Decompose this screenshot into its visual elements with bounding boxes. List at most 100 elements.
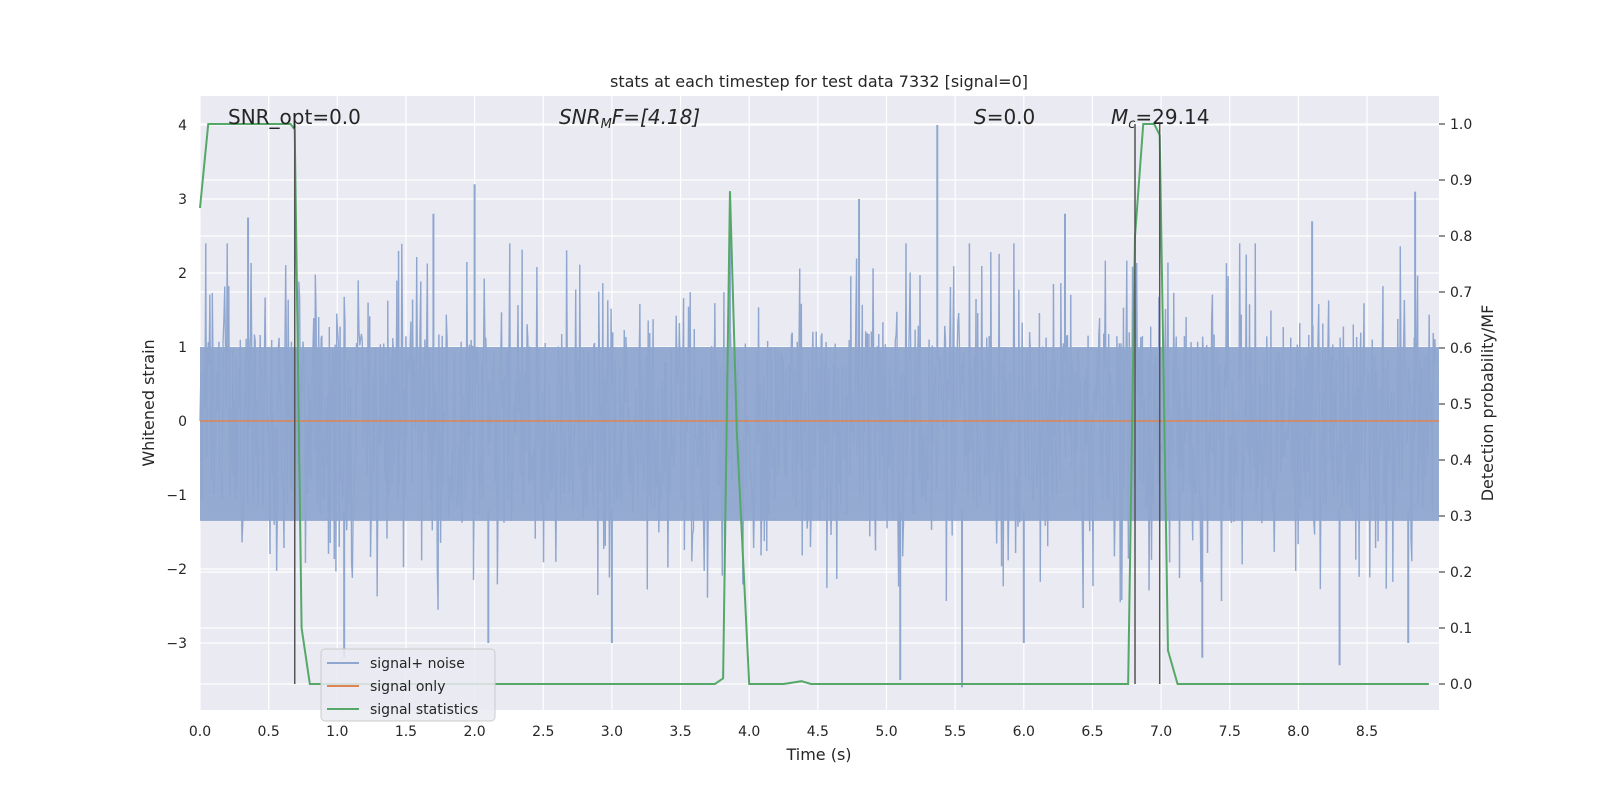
noise-segment xyxy=(526,324,529,338)
noise-segment xyxy=(801,433,804,556)
noise-segment xyxy=(420,397,424,561)
noise-segment xyxy=(872,268,875,383)
noise-segment xyxy=(1403,300,1406,371)
noise-segment xyxy=(1243,401,1246,491)
noise-segment xyxy=(977,313,980,441)
annotation-mc: Mc=29.14 xyxy=(1111,105,1209,132)
y2-axis-label: Detection probability/MF xyxy=(1478,305,1497,502)
noise-segment xyxy=(1245,254,1248,451)
noise-segment xyxy=(953,266,956,502)
x-tick-label: 2.0 xyxy=(463,724,485,740)
noise-segment xyxy=(696,462,700,469)
noise-segment xyxy=(1181,416,1184,493)
noise-segment xyxy=(874,408,877,551)
noise-segment xyxy=(1402,345,1405,453)
noise-segment xyxy=(481,366,485,500)
noise-segment xyxy=(1060,283,1063,416)
noise-segment xyxy=(1219,364,1222,464)
noise-segment xyxy=(579,264,582,410)
y2-tick-label: 1.0 xyxy=(1450,117,1472,133)
noise-segment xyxy=(731,358,734,482)
y-axis-label: Whitened strain xyxy=(139,339,158,466)
noise-segment xyxy=(1314,382,1317,426)
noise-segment xyxy=(708,422,711,445)
noise-segment xyxy=(1369,372,1373,424)
noise-segment xyxy=(890,387,893,437)
noise-segment xyxy=(323,399,326,498)
noise-segment xyxy=(503,378,506,523)
noise-segment xyxy=(1404,370,1407,380)
noise-segment xyxy=(1377,450,1380,542)
noise-segment xyxy=(494,477,497,483)
noise-segment xyxy=(551,423,555,489)
noise-segment xyxy=(521,249,524,504)
noise-segment xyxy=(235,357,238,491)
noise-segment xyxy=(426,263,429,478)
y-tick-label: 0 xyxy=(178,414,187,430)
noise-segment xyxy=(273,442,276,525)
noise-segment xyxy=(860,379,863,406)
noise-segment xyxy=(691,529,695,535)
noise-segment xyxy=(759,381,762,556)
noise-segment xyxy=(1382,286,1385,503)
noise-segment xyxy=(951,336,954,536)
noise-segment xyxy=(324,399,327,422)
noise-segment xyxy=(1383,501,1386,504)
noise-segment xyxy=(859,405,862,498)
noise-segment xyxy=(945,381,948,602)
noise-segment xyxy=(1278,351,1281,361)
noise-segment xyxy=(221,342,224,502)
noise-segment xyxy=(650,397,653,506)
noise-segment xyxy=(257,394,260,499)
noise-segment xyxy=(561,379,564,471)
noise-segment xyxy=(359,338,362,346)
noise-segment xyxy=(556,400,559,467)
y-tick-labels: 4 3 2 1 0 −1 −2 −3 xyxy=(166,118,187,652)
noise-segment xyxy=(879,350,882,411)
noise-segment xyxy=(1071,359,1074,380)
noise-segment xyxy=(1393,471,1396,506)
noise-segment xyxy=(357,280,360,332)
noise-segment xyxy=(794,370,797,433)
noise-segment xyxy=(1111,387,1114,461)
noise-segment xyxy=(902,522,905,557)
noise-segment xyxy=(281,480,284,496)
noise-segment xyxy=(1123,359,1126,487)
noise-segment xyxy=(1061,398,1064,416)
noise-segment xyxy=(298,281,301,299)
noise-segment xyxy=(243,392,246,499)
noise-segment xyxy=(1335,360,1338,474)
noise-segment xyxy=(1236,442,1239,478)
noise-segment xyxy=(644,439,647,444)
noise-segment xyxy=(1414,384,1417,433)
noise-segment xyxy=(200,481,204,501)
noise-segment xyxy=(805,470,808,529)
noise-segment xyxy=(319,337,322,516)
y2-tick-label: 0.4 xyxy=(1450,453,1472,469)
noise-segment xyxy=(1233,464,1236,522)
noise-segment xyxy=(1013,243,1016,404)
noise-segment xyxy=(998,253,1001,470)
noise-segment xyxy=(654,438,658,488)
noise-segment xyxy=(1300,366,1303,381)
noise-segment xyxy=(364,400,368,449)
noise-segment xyxy=(331,348,335,386)
noise-segment xyxy=(854,324,857,420)
noise-segment xyxy=(689,292,692,437)
noise-segment xyxy=(435,390,438,569)
noise-segment xyxy=(283,356,286,549)
noise-segment xyxy=(276,348,279,509)
noise-segment xyxy=(637,363,640,497)
noise-segment xyxy=(262,369,265,507)
noise-segment xyxy=(1116,336,1119,378)
noise-segment xyxy=(497,449,500,492)
noise-segment xyxy=(586,353,589,505)
noise-segment xyxy=(342,296,345,488)
noise-segment xyxy=(380,417,383,447)
noise-segment xyxy=(1316,345,1319,391)
noise-segment xyxy=(1409,382,1412,539)
noise-segment xyxy=(519,440,522,478)
x-tick-labels: 0.0 0.5 1.0 1.5 2.0 2.5 3.0 3.5 4.0 4.5 5.0 5.5 6.0 6… xyxy=(189,724,1378,740)
noise-segment xyxy=(1036,460,1039,488)
noise-segment xyxy=(1082,391,1085,609)
